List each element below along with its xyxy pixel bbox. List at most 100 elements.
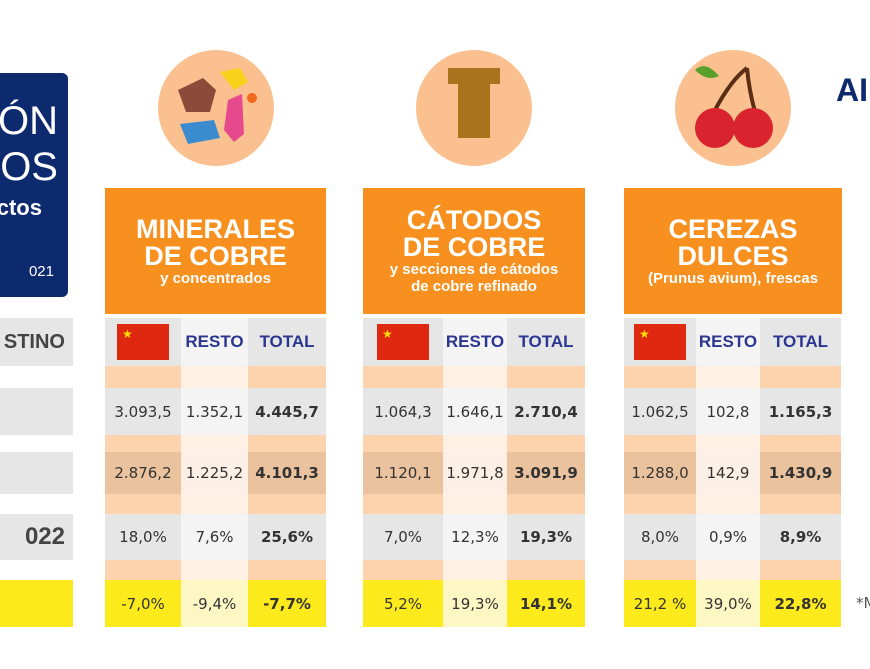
china-flag-icon: ★ [117, 324, 169, 360]
china-flag-icon: ★ [634, 324, 686, 360]
spacer [760, 366, 841, 388]
table-cell: 8,9% [760, 514, 841, 560]
table-column: RESTO 102,8 142,9 0,9% 39,0% [696, 318, 760, 628]
product-title: CÁTODOS [406, 205, 542, 235]
table-cell: 19,3% [443, 580, 507, 627]
table-cell: -9,4% [181, 580, 248, 627]
table-cell: 4.101,3 [248, 452, 326, 494]
spacer [443, 494, 507, 514]
table-cell: 18,0% [105, 514, 181, 560]
title-subtitle: ctos [0, 195, 42, 220]
header-cell: ★ [363, 318, 443, 366]
product-subtitle: (Prunus avium), frescas [647, 269, 819, 287]
table-cell: -7,0% [105, 580, 181, 627]
corner-logo-text: AI [836, 72, 868, 108]
table-cell: 1.288,0 [624, 452, 696, 494]
product-subtitle: y concentrados [160, 269, 271, 287]
table-cell: 4.445,7 [248, 388, 326, 435]
table-column: RESTO 1.646,1 1.971,8 12,3% 19,3% [443, 318, 507, 628]
spacer [443, 435, 507, 452]
table-cell: 19,3% [507, 514, 585, 560]
row-label-1 [0, 388, 73, 435]
spacer [696, 366, 760, 388]
table-cell: 3.091,9 [507, 452, 585, 494]
table-cell: 1.646,1 [443, 388, 507, 435]
table-cell: 1.225,2 [181, 452, 248, 494]
table-cell: 1.971,8 [443, 452, 507, 494]
title-line-2: TOS [0, 145, 58, 189]
row-label-2 [0, 452, 73, 494]
table-cell: 7,0% [363, 514, 443, 560]
spacer [507, 560, 585, 580]
table-cell: 25,6% [248, 514, 326, 560]
copper-cathode-icon [416, 50, 532, 166]
table-cell: 102,8 [696, 388, 760, 435]
footnote: *M [856, 594, 870, 612]
spacer [248, 366, 326, 388]
spacer [105, 366, 181, 388]
table-cell: 21,2 % [624, 580, 696, 627]
table-column: TOTAL 4.445,7 4.101,3 25,6% -7,7% [248, 318, 326, 628]
cherry-icon [675, 50, 791, 166]
product-title: MINERALES [135, 213, 295, 244]
title-year: 021 [28, 263, 54, 280]
table-column: RESTO 1.352,1 1.225,2 7,6% -9,4% [181, 318, 248, 628]
header-cell: TOTAL [248, 318, 326, 366]
spacer [696, 435, 760, 452]
table-column: ★ 1.064,3 1.120,1 7,0% 5,2% [363, 318, 443, 628]
table-cell: 1.120,1 [363, 452, 443, 494]
spacer [248, 435, 326, 452]
header-cell: ★ [624, 318, 696, 366]
product-header: MINERALES DE COBRE y concentrados [105, 188, 326, 314]
product-subtitle: y secciones de cátodos [389, 261, 559, 278]
table-cell: 8,0% [624, 514, 696, 560]
product-table: ★ 1.062,5 1.288,0 8,0% 21,2 % RESTO 102,8 142,9… [624, 318, 841, 628]
spacer [624, 435, 696, 452]
spacer [105, 494, 181, 514]
table-column: TOTAL 2.710,4 3.091,9 19,3% 14,1% [507, 318, 585, 628]
product-table: ★ 1.064,3 1.120,1 7,0% 5,2% RESTO 1.646,1 1.971… [363, 318, 585, 628]
product-header: CEREZAS DULCES (Prunus avium), frescas [624, 188, 842, 314]
product-title: DE COBRE [402, 232, 546, 262]
table-cell: 2.710,4 [507, 388, 585, 435]
spacer [181, 435, 248, 452]
product-table: ★ 3.093,5 2.876,2 18,0% -7,0% RESTO 1.352,1 1.2… [105, 318, 326, 628]
row-label-header: STINO [0, 318, 73, 366]
spacer [443, 560, 507, 580]
spacer [105, 435, 181, 452]
table-cell: 14,1% [507, 580, 585, 627]
spacer [624, 560, 696, 580]
spacer [507, 494, 585, 514]
title-line-1: ÓN [0, 99, 58, 143]
spacer [105, 560, 181, 580]
minerals-icon [157, 50, 274, 166]
spacer [181, 494, 248, 514]
table-cell: 0,9% [696, 514, 760, 560]
spacer [363, 494, 443, 514]
spacer [181, 560, 248, 580]
spacer [248, 494, 326, 514]
table-cell: 2.876,2 [105, 452, 181, 494]
table-cell: -7,7% [248, 580, 326, 627]
spacer [696, 560, 760, 580]
spacer [507, 435, 585, 452]
spacer [181, 366, 248, 388]
header-cell: ★ [105, 318, 181, 366]
table-cell: 7,6% [181, 514, 248, 560]
table-cell: 5,2% [363, 580, 443, 627]
title-panel: ÓN TOS ctos 021 [0, 73, 68, 297]
table-cell: 39,0% [696, 580, 760, 627]
table-column: ★ 1.062,5 1.288,0 8,0% 21,2 % [624, 318, 696, 628]
spacer [507, 366, 585, 388]
table-cell: 1.430,9 [760, 452, 841, 494]
table-cell: 1.062,5 [624, 388, 696, 435]
header-cell: TOTAL [507, 318, 585, 366]
row-label-4 [0, 580, 73, 627]
table-cell: 12,3% [443, 514, 507, 560]
product-title: DE COBRE [144, 240, 287, 271]
table-column: TOTAL 1.165,3 1.430,9 8,9% 22,8% [760, 318, 841, 628]
table-cell: 22,8% [760, 580, 841, 627]
table-cell: 1.165,3 [760, 388, 841, 435]
product-header: CÁTODOS DE COBRE y secciones de cátodos de … [363, 188, 585, 314]
spacer [760, 435, 841, 452]
